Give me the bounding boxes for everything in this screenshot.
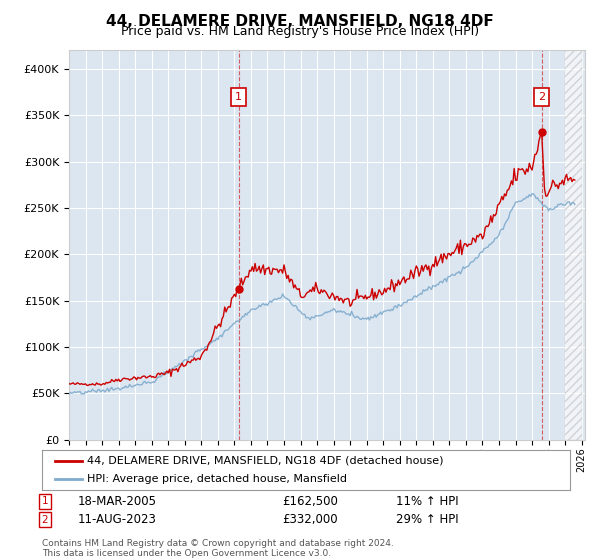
Text: 1: 1 (235, 92, 242, 102)
Text: HPI: Average price, detached house, Mansfield: HPI: Average price, detached house, Mans… (87, 474, 347, 484)
Text: 1: 1 (41, 496, 49, 506)
Text: 2: 2 (41, 515, 49, 525)
Text: 11-AUG-2023: 11-AUG-2023 (78, 513, 157, 526)
Text: 44, DELAMERE DRIVE, MANSFIELD, NG18 4DF: 44, DELAMERE DRIVE, MANSFIELD, NG18 4DF (106, 14, 494, 29)
Text: 44, DELAMERE DRIVE, MANSFIELD, NG18 4DF (detached house): 44, DELAMERE DRIVE, MANSFIELD, NG18 4DF … (87, 456, 443, 465)
Text: 18-MAR-2005: 18-MAR-2005 (78, 494, 157, 508)
Text: 29% ↑ HPI: 29% ↑ HPI (396, 513, 458, 526)
Text: £162,500: £162,500 (282, 494, 338, 508)
Text: Contains HM Land Registry data © Crown copyright and database right 2024.
This d: Contains HM Land Registry data © Crown c… (42, 539, 394, 558)
Text: 11% ↑ HPI: 11% ↑ HPI (396, 494, 458, 508)
Text: £332,000: £332,000 (282, 513, 338, 526)
Text: 2: 2 (538, 92, 545, 102)
Text: Price paid vs. HM Land Registry's House Price Index (HPI): Price paid vs. HM Land Registry's House … (121, 25, 479, 38)
